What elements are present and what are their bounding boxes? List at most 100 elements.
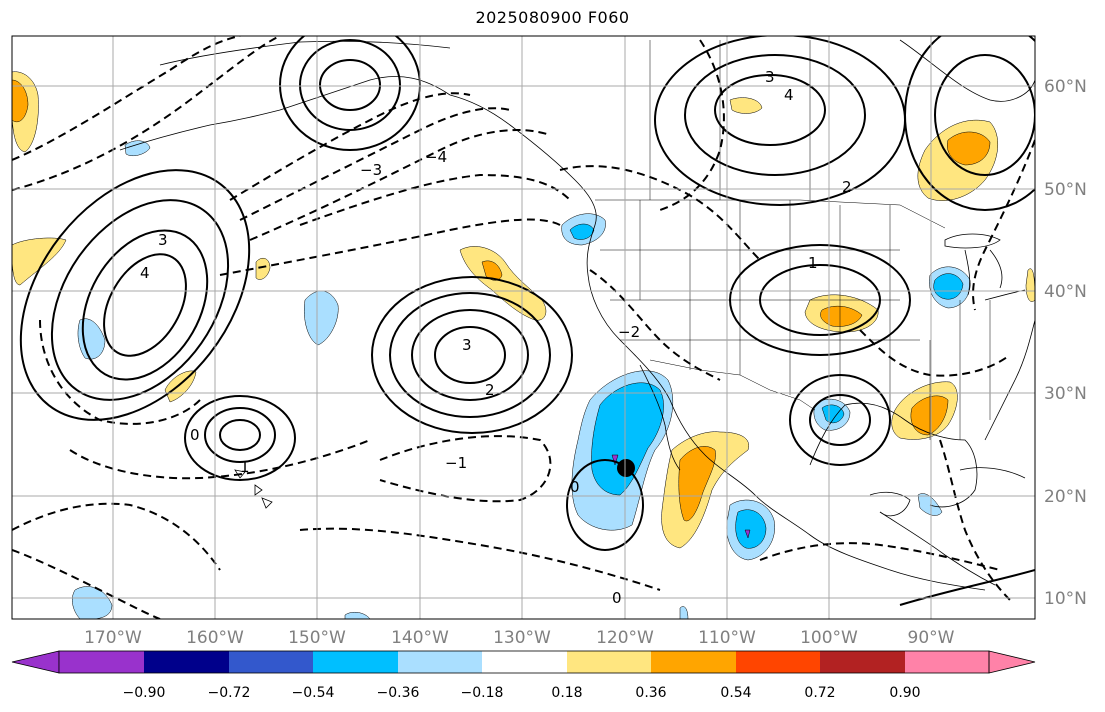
latitude-label: 20°N: [1044, 487, 1087, 507]
contour-label: 0: [570, 478, 580, 496]
contour-northeast-high-1: [934, 54, 1035, 176]
coastline-alaska: [279, 76, 451, 111]
latitude-label: 50°N: [1044, 180, 1087, 200]
graticule: [12, 36, 1035, 619]
longitude-label: 110°W: [698, 628, 756, 648]
longitude-label: 120°W: [596, 628, 654, 648]
dashed-contour-14: [759, 542, 1001, 571]
colorbar-tick-label: −0.18: [461, 685, 504, 701]
dashed-contour-9: [589, 269, 721, 381]
colorbar-tick-label: 0.54: [720, 685, 751, 701]
map-title: 2025080900 F060: [475, 8, 630, 27]
contour-texas-high-1: [809, 394, 871, 446]
colorbar-tick-label: 0.72: [804, 685, 835, 701]
colorbar-segment: [398, 651, 482, 673]
shaded-region-caribbean-blue: [917, 493, 943, 516]
colorbar-segment: [651, 651, 736, 673]
longitude-label: 160°W: [186, 628, 244, 648]
political-borders: [595, 40, 991, 440]
shaded-region-west-orange: [12, 79, 29, 123]
colorbar-tick-label: −0.54: [292, 685, 335, 701]
contour-central-high-3: [389, 292, 551, 418]
contour-plains-high-2: [729, 244, 911, 356]
contour-label: 0: [612, 589, 622, 607]
colorbar-frame: [58, 650, 990, 674]
latitude-label: 30°N: [1044, 384, 1087, 404]
shaded-region-central-pacific-yellow: [164, 370, 197, 403]
contour-label: −2: [618, 323, 640, 341]
coastline-central-america: [879, 511, 996, 586]
contour-west-high-3: [50, 199, 230, 401]
dashed-contour-20: [69, 439, 371, 480]
island-hawaii-2: [254, 484, 263, 496]
contour-north-high-2: [299, 39, 401, 131]
contour-canada-high-2: [684, 54, 866, 176]
dashed-contour-19: [39, 319, 201, 425]
contour-label: 2: [485, 381, 495, 399]
contour-west-high-4: [19, 169, 251, 421]
longitude-label: 140°W: [391, 628, 449, 648]
dashed-contour-15: [859, 329, 1011, 377]
border-us-mexico: [649, 359, 816, 411]
colorbar-tick-label: −0.36: [377, 685, 420, 701]
contour-north-high-1: [319, 59, 381, 111]
contour-label: −3: [360, 161, 382, 179]
longitude-label: 130°W: [493, 628, 551, 648]
contour-label: 3: [462, 336, 472, 354]
colorbar-segment: [820, 651, 905, 673]
colorbar-tick-label: 0.36: [635, 685, 666, 701]
contour-central-high-2: [411, 309, 529, 401]
latitude-label: 40°N: [1044, 282, 1087, 302]
dashed-contour-18: [972, 139, 1035, 311]
dashed-contour-5: [249, 129, 551, 241]
longitude-label: 90°W: [908, 628, 955, 648]
contour-label: 3: [158, 231, 168, 249]
shaded-region-mexico-orange: [678, 446, 716, 522]
coastlines: [119, 39, 1035, 591]
colorbar-ticks: −0.90 −0.72 −0.54 −0.36 −0.18 0.18 0.36 …: [123, 685, 921, 701]
contour-label: 4: [784, 86, 794, 104]
latitude-label: 10°N: [1044, 589, 1087, 609]
shaded-region-plains-orange: [820, 305, 863, 327]
colorbar-tick-label: 0.18: [551, 685, 582, 701]
contour-west-high-1: [103, 253, 187, 357]
storm-center-marker: [617, 459, 635, 477]
shaded-region-east-pacific-blue: [735, 509, 767, 549]
dashed-contour-8: [559, 165, 761, 261]
shaded-region-oregon-blue: [569, 223, 595, 240]
longitude-label: 170°W: [84, 628, 142, 648]
shaded-region-purple-dot: [611, 454, 619, 466]
colorbar-segment: [313, 651, 398, 673]
colorbar-min-extension: [11, 650, 60, 674]
coastline-hudson-bay: [899, 39, 1035, 102]
dashed-contour-10: [379, 435, 552, 503]
dashed-contour-lines: [12, 36, 1035, 619]
shaded-region-texas-blue: [821, 404, 845, 424]
contour-canada-high-1: [714, 74, 826, 146]
contour-label: 1: [240, 458, 250, 476]
contour-hawaii-high-1: [219, 419, 261, 451]
contour-baja-0: [566, 459, 644, 551]
colorbar-segment: [567, 651, 651, 673]
contour-central-high-4: [371, 276, 573, 434]
colorbar-segment: [59, 651, 144, 673]
coastline-gulf: [809, 402, 978, 508]
dashed-contour-2: [12, 36, 281, 191]
shaded-region-central-pacific-yellow-2: [255, 257, 271, 280]
dashed-contour-16: [939, 439, 1011, 601]
contour-southeast-1: [899, 569, 1035, 606]
coastline-cuba: [959, 467, 1026, 479]
contour-texas-high-2: [789, 374, 891, 466]
contour-hawaii-high-2: [204, 407, 276, 463]
shaded-region-west-yellow-2: [12, 237, 67, 286]
contour-northeast-high-2: [904, 36, 1035, 211]
contour-label: 4: [140, 264, 150, 282]
contour-hawaii-high-3: [184, 395, 296, 481]
colorbar-segment: [736, 651, 820, 673]
coastline-alaska-north: [159, 40, 451, 66]
contour-plains-high-1: [759, 264, 881, 336]
shaded-region-south-blue-small: [344, 611, 371, 619]
longitude-label: 100°W: [800, 628, 858, 648]
contour-label: −4: [425, 148, 447, 166]
